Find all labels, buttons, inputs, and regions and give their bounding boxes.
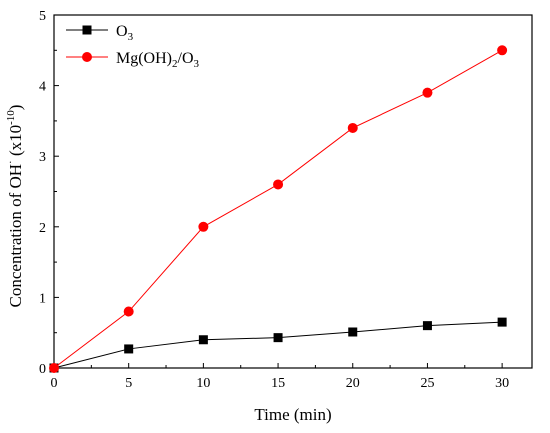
- data-point: [273, 333, 283, 343]
- legend-marker-square: [82, 25, 92, 35]
- y-tick-label: 2: [39, 221, 46, 236]
- x-tick-label: 25: [420, 376, 434, 391]
- x-tick-label: 30: [495, 376, 509, 391]
- ticks: 0 5 10 15 20 25 30 0 1 2 3 4 5: [39, 9, 509, 391]
- data-point: [123, 306, 134, 317]
- series-line: [53, 49, 503, 369]
- x-tick-label: 10: [196, 376, 210, 391]
- y-tick-label: 1: [39, 291, 46, 306]
- data-point: [49, 363, 59, 373]
- data-point: [273, 179, 284, 190]
- data-point: [497, 45, 508, 56]
- series-layer: [49, 45, 508, 373]
- data-point: [497, 317, 507, 327]
- data-point: [124, 344, 134, 354]
- data-point: [348, 327, 358, 337]
- legend-label-mgoh2-o3: Mg(OH)2/O3: [116, 50, 200, 70]
- series-1: [49, 45, 508, 373]
- data-point: [422, 87, 433, 98]
- x-tick-label: 0: [51, 376, 58, 391]
- data-point: [198, 221, 209, 232]
- y-tick-label: 0: [39, 362, 46, 377]
- y-axis-title: Concentration of OH· (x10-10): [5, 105, 25, 308]
- data-point: [422, 321, 432, 331]
- series-line: [53, 321, 503, 369]
- legend: O3 Mg(OH)2/O3: [66, 23, 200, 70]
- legend-item-mgoh2-o3: Mg(OH)2/O3: [66, 50, 200, 70]
- y-tick-label: 3: [39, 150, 46, 165]
- legend-marker-circle: [82, 52, 92, 62]
- legend-item-o3: O3: [66, 23, 134, 43]
- y-tick-label: 5: [39, 9, 46, 24]
- data-point: [347, 122, 358, 133]
- y-tick-label: 4: [39, 80, 46, 95]
- x-axis-title: Time (min): [254, 405, 331, 424]
- x-tick-label: 5: [125, 376, 132, 391]
- x-tick-label: 20: [346, 376, 360, 391]
- data-point: [198, 335, 208, 345]
- legend-label-o3: O3: [116, 23, 134, 43]
- x-tick-label: 15: [271, 376, 285, 391]
